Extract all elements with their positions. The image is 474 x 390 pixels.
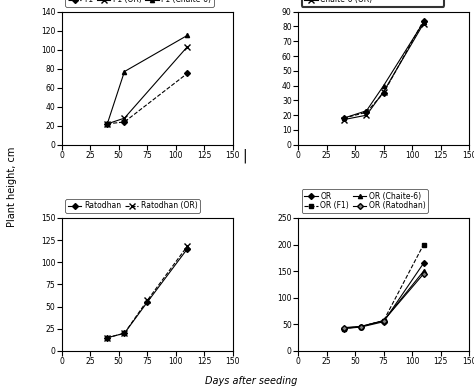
Legend: Ratodhan, Ratodhan (OR): Ratodhan, Ratodhan (OR) bbox=[65, 199, 200, 213]
Legend: Chaite-6, Chaite-6 (OR), Chaite-6 (F1): Chaite-6, Chaite-6 (OR), Chaite-6 (F1) bbox=[302, 0, 445, 7]
Legend: F1, F1 (OR), F1 (Chaite-6): F1, F1 (OR), F1 (Chaite-6) bbox=[65, 0, 214, 7]
Legend: OR, OR (F1), OR (Chaite-6), OR (Ratodhan): OR, OR (F1), OR (Chaite-6), OR (Ratodhan… bbox=[302, 190, 428, 213]
Text: |: | bbox=[242, 149, 246, 163]
Text: Plant height, cm: Plant height, cm bbox=[7, 147, 17, 227]
Text: Days after seeding: Days after seeding bbox=[205, 376, 297, 386]
